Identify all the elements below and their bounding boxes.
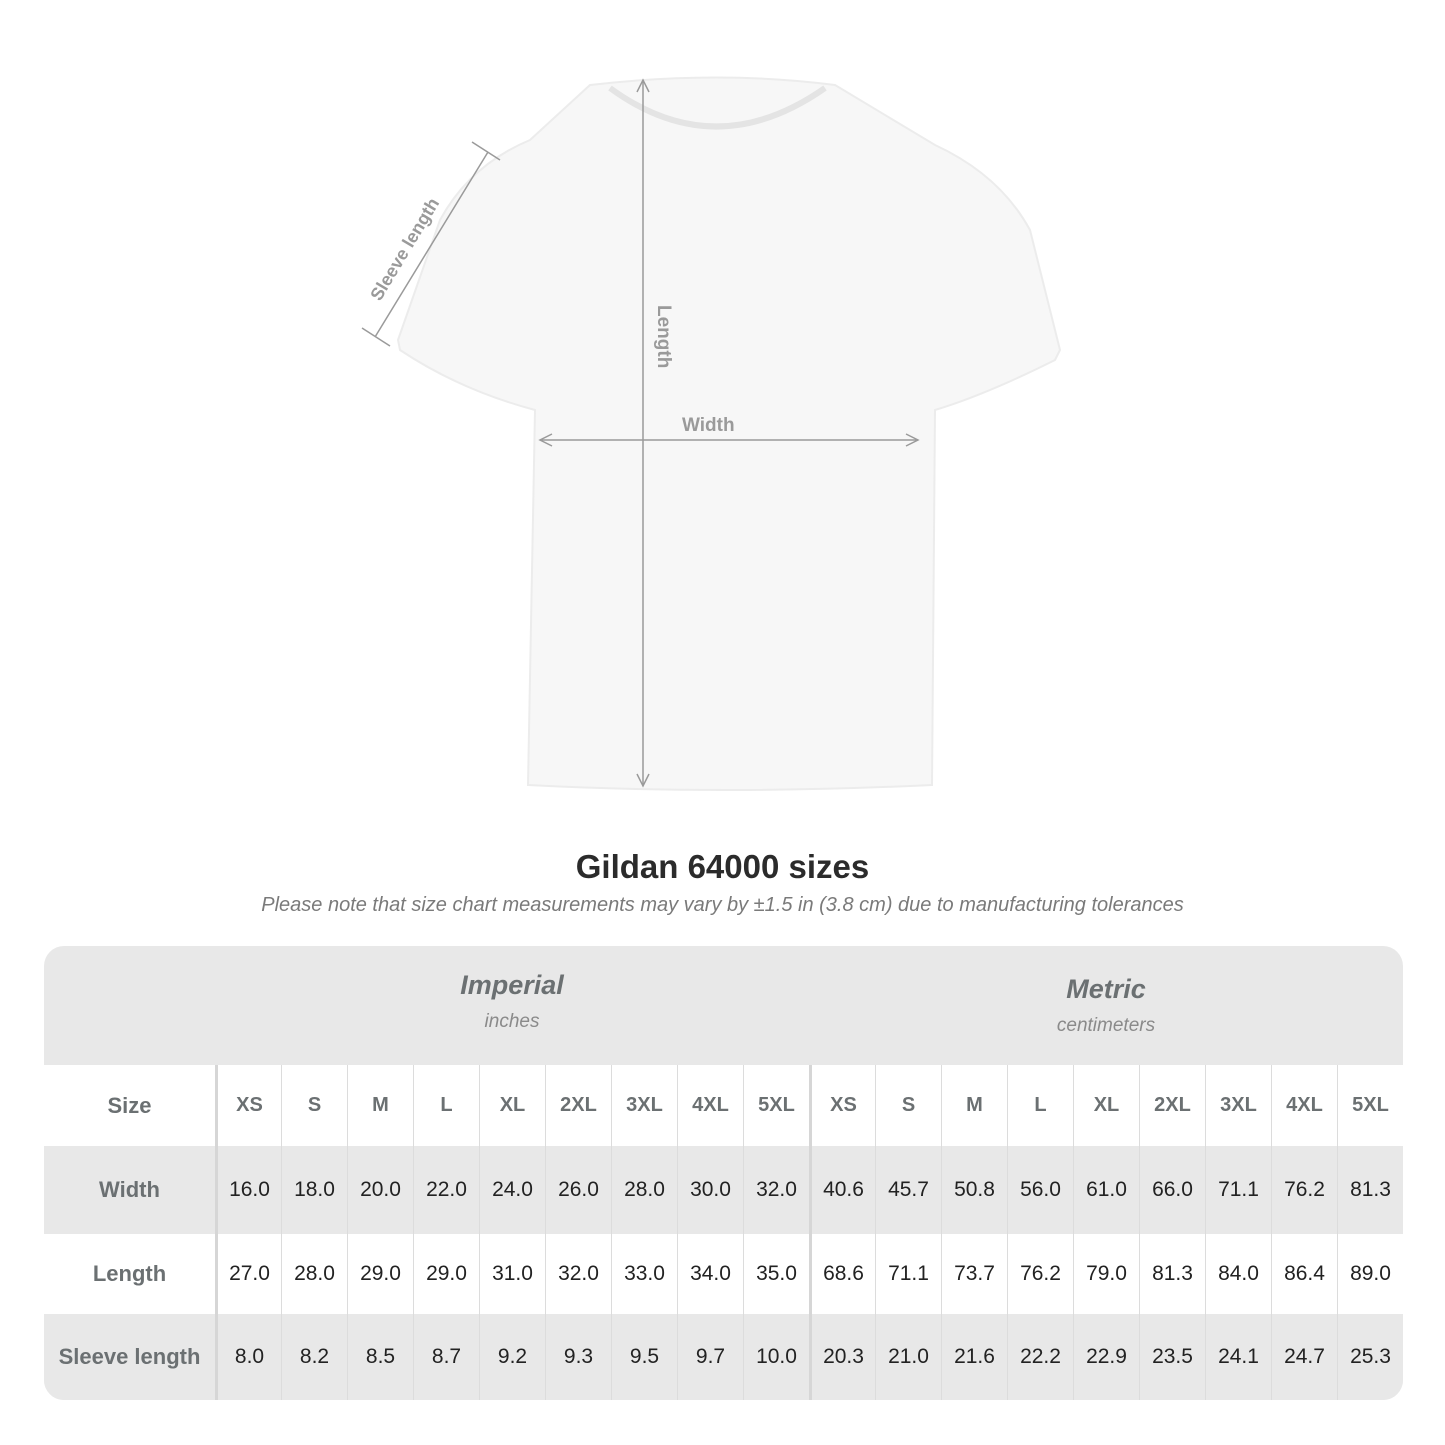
tshirt-shape [396, 76, 1062, 791]
size-header-metric: 4XL [1271, 1065, 1337, 1146]
size-header-imperial: 5XL [743, 1065, 809, 1146]
size-header-imperial: S [281, 1065, 347, 1146]
tolerance-note: Please note that size chart measurements… [261, 894, 1184, 916]
row-label: Sleeve length [58, 1344, 201, 1369]
imperial-value-cell: 22.0 [413, 1146, 479, 1234]
metric-value-cell: 50.8 [941, 1146, 1007, 1234]
metric-value-cell: 24.1 [1205, 1314, 1271, 1400]
metric-header: Metric centimeters [809, 974, 1403, 1092]
metric-value-cell: 61.0 [1073, 1146, 1139, 1234]
size-header-metric: 3XL [1205, 1065, 1271, 1146]
imperial-value-cell: 8.0 [215, 1314, 281, 1400]
size-header-metric: L [1007, 1065, 1073, 1146]
width-arrow-left [538, 433, 553, 447]
imperial-value-cell: 35.0 [743, 1234, 809, 1314]
imperial-value-cell: 28.0 [281, 1234, 347, 1314]
metric-value-cell: 22.9 [1073, 1314, 1139, 1400]
imperial-value-cell: 33.0 [611, 1234, 677, 1314]
metric-value-cell: 22.2 [1007, 1314, 1073, 1400]
metric-value-cell: 86.4 [1271, 1234, 1337, 1314]
metric-value-cell: 71.1 [1205, 1146, 1271, 1234]
imperial-value-cell: 8.5 [347, 1314, 413, 1400]
imperial-value-cell: 31.0 [479, 1234, 545, 1314]
imperial-value-cell: 34.0 [677, 1234, 743, 1314]
imperial-value-cell: 9.3 [545, 1314, 611, 1400]
imperial-value-cell: 24.0 [479, 1146, 545, 1234]
size-header-imperial: 4XL [677, 1065, 743, 1146]
imperial-value-cell: 20.0 [347, 1146, 413, 1234]
metric-value-cell: 89.0 [1337, 1234, 1403, 1314]
imperial-value-cell: 29.0 [347, 1234, 413, 1314]
length-label: Length [653, 305, 674, 368]
imperial-value-cell: 26.0 [545, 1146, 611, 1234]
size-header-imperial: XL [479, 1065, 545, 1146]
imperial-value-cell: 10.0 [743, 1314, 809, 1400]
imperial-value-cell: 27.0 [215, 1234, 281, 1314]
length-arrow-bottom [636, 773, 650, 788]
size-header-metric: 2XL [1139, 1065, 1205, 1146]
imperial-heading: Imperial [460, 970, 564, 1000]
length-row: Length 27.0 28.0 29.0 29.0 31.0 32.0 33.0 34.0 35… [44, 1234, 1403, 1314]
metric-value-cell: 71.1 [875, 1234, 941, 1314]
width-row: Width 16.0 18.0 20.0 22.0 24.0 26.0 28.0 30.0 32.… [44, 1146, 1403, 1234]
size-header-imperial: M [347, 1065, 413, 1146]
page-title: Gildan 64000 sizes [575, 848, 870, 885]
imperial-value-cell: 16.0 [215, 1146, 281, 1234]
tshirt-collar [608, 85, 827, 130]
width-label: Width [682, 415, 735, 436]
metric-value-cell: 81.3 [1337, 1146, 1403, 1234]
size-header-metric: 5XL [1337, 1065, 1403, 1146]
imperial-value-cell: 30.0 [677, 1146, 743, 1234]
metric-value-cell: 76.2 [1007, 1234, 1073, 1314]
imperial-unit: inches [484, 1011, 540, 1032]
metric-unit: centimeters [1056, 1015, 1156, 1036]
sleeve-length-row: Sleeve length 8.0 8.2 8.5 8.7 9.2 9.3 9.5 9.7 10.… [44, 1314, 1403, 1400]
size-header-metric: XS [809, 1065, 875, 1146]
metric-value-cell: 40.6 [809, 1146, 875, 1234]
metric-value-cell: 45.7 [875, 1146, 941, 1234]
imperial-value-cell: 29.0 [413, 1234, 479, 1314]
size-chart-table: Imperial inches Metric centimeters Size X… [44, 946, 1403, 1400]
metric-value-cell: 84.0 [1205, 1234, 1271, 1314]
size-header-imperial: L [413, 1065, 479, 1146]
imperial-value-cell: 32.0 [545, 1234, 611, 1314]
sleeve-line [374, 151, 489, 338]
size-header-imperial: XS [215, 1065, 281, 1146]
metric-value-cell: 24.7 [1271, 1314, 1337, 1400]
metric-value-cell: 21.6 [941, 1314, 1007, 1400]
metric-value-cell: 20.3 [809, 1314, 875, 1400]
width-arrow-right [905, 433, 920, 447]
metric-value-cell: 73.7 [941, 1234, 1007, 1314]
metric-value-cell: 81.3 [1139, 1234, 1205, 1314]
row-label: Length [92, 1261, 167, 1286]
imperial-value-cell: 32.0 [743, 1146, 809, 1234]
metric-value-cell: 23.5 [1139, 1314, 1205, 1400]
imperial-value-cell: 9.7 [677, 1314, 743, 1400]
metric-heading: Metric [1066, 974, 1146, 1004]
imperial-value-cell: 18.0 [281, 1146, 347, 1234]
tshirt-diagram: Sleeve length Length Width [361, 76, 1062, 791]
size-header-imperial: 3XL [611, 1065, 677, 1146]
imperial-header: Imperial inches [215, 970, 809, 1088]
metric-value-cell: 21.0 [875, 1314, 941, 1400]
size-header-imperial: 2XL [545, 1065, 611, 1146]
imperial-value-cell: 28.0 [611, 1146, 677, 1234]
metric-value-cell: 56.0 [1007, 1146, 1073, 1234]
size-header-metric: XL [1073, 1065, 1139, 1146]
size-header-label: Size [107, 1092, 152, 1118]
metric-value-cell: 76.2 [1271, 1146, 1337, 1234]
size-header-metric: M [941, 1065, 1007, 1146]
size-header-metric: S [875, 1065, 941, 1146]
length-arrow-top [636, 78, 650, 93]
metric-value-cell: 66.0 [1139, 1146, 1205, 1234]
row-label: Width [99, 1177, 160, 1202]
metric-value-cell: 79.0 [1073, 1234, 1139, 1314]
imperial-value-cell: 8.2 [281, 1314, 347, 1400]
metric-value-cell: 25.3 [1337, 1314, 1403, 1400]
imperial-value-cell: 9.2 [479, 1314, 545, 1400]
imperial-value-cell: 9.5 [611, 1314, 677, 1400]
size-row: Size XS S M L XL 2XL 3XL 4XL 5XL XS S M L XL 2XL 3XL 4XL 5… [44, 1065, 1403, 1146]
imperial-value-cell: 8.7 [413, 1314, 479, 1400]
metric-value-cell: 68.6 [809, 1234, 875, 1314]
